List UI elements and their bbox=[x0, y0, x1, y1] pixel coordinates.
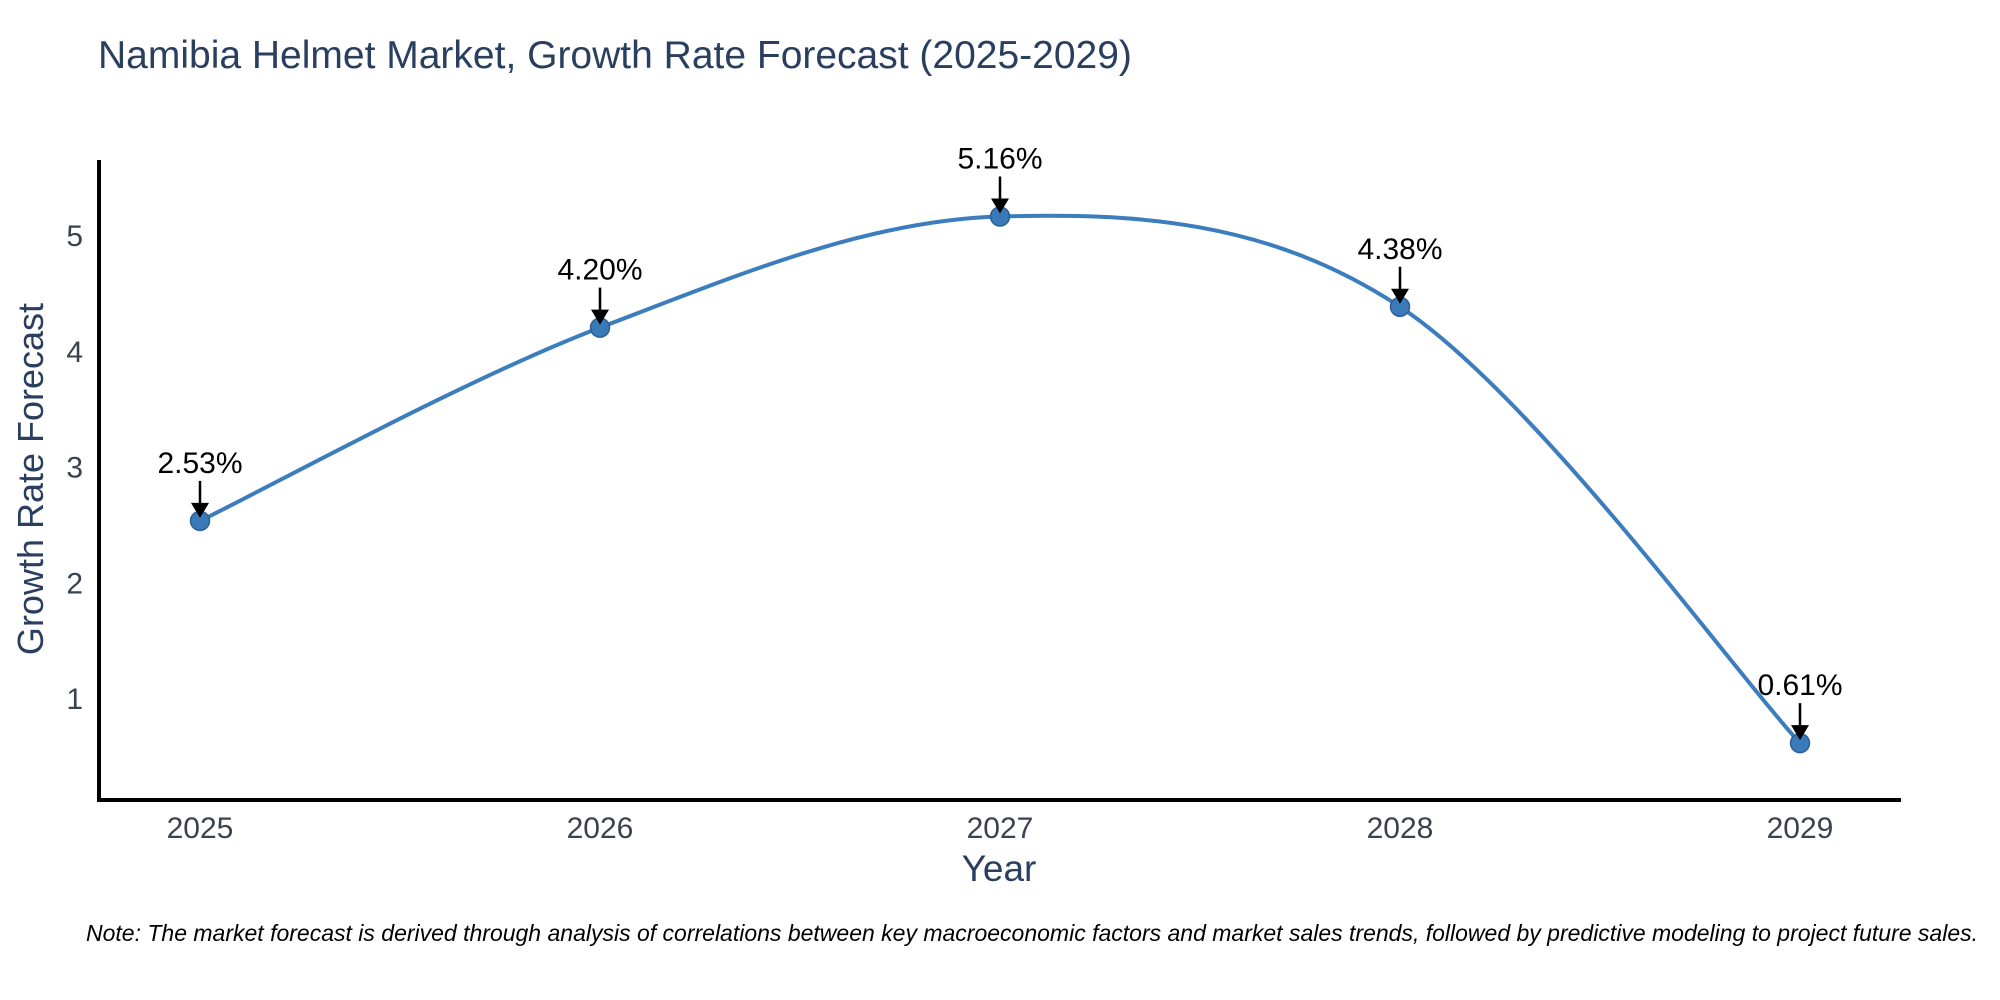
x-axis-title: Year bbox=[961, 848, 1037, 889]
annotation-arrowhead bbox=[591, 309, 609, 325]
y-tick-label: 4 bbox=[66, 336, 83, 369]
x-tick-label: 2025 bbox=[167, 812, 234, 845]
annotation-arrowhead bbox=[991, 198, 1009, 214]
point-annotation-label: 2.53% bbox=[157, 447, 242, 480]
forecast-line bbox=[198, 213, 1802, 746]
point-annotation-label: 4.20% bbox=[557, 254, 642, 287]
chart-title: Namibia Helmet Market, Growth Rate Forec… bbox=[98, 34, 1132, 77]
y-tick-label: 5 bbox=[66, 220, 83, 253]
x-tick-label: 2029 bbox=[1767, 812, 1834, 845]
y-tick-label: 2 bbox=[66, 567, 83, 600]
point-annotation-label: 5.16% bbox=[957, 142, 1042, 175]
y-tick-label: 3 bbox=[66, 452, 83, 485]
annotation-arrowhead bbox=[1391, 288, 1409, 304]
footnote: Note: The market forecast is derived thr… bbox=[86, 920, 1979, 946]
annotation-arrowhead bbox=[1791, 725, 1809, 741]
point-annotation-label: 0.61% bbox=[1757, 669, 1842, 702]
annotation-arrowhead bbox=[191, 502, 209, 518]
x-tick-label: 2027 bbox=[967, 812, 1034, 845]
point-annotation-label: 4.38% bbox=[1357, 233, 1442, 266]
x-tick-label: 2026 bbox=[567, 812, 634, 845]
y-tick-label: 1 bbox=[66, 683, 83, 716]
x-tick-label: 2028 bbox=[1367, 812, 1434, 845]
